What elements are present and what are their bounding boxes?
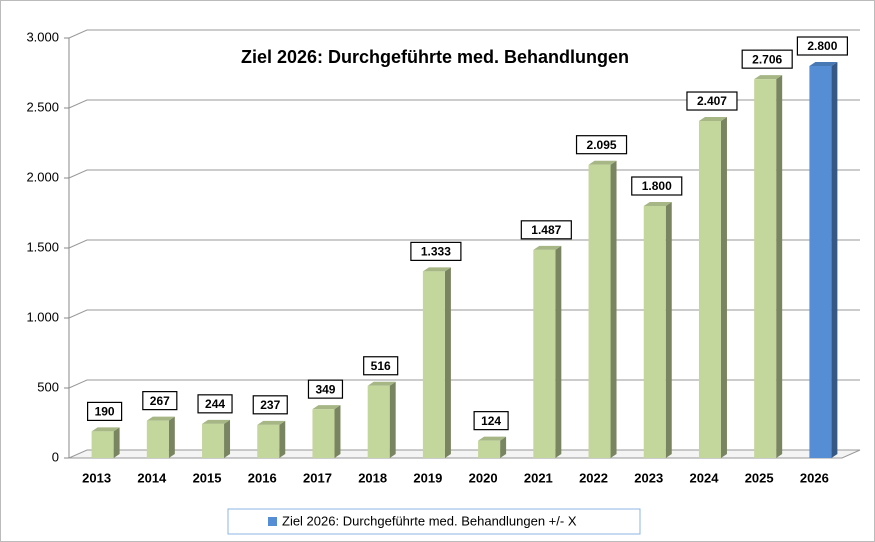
bar-top xyxy=(643,202,672,206)
bar-side xyxy=(389,381,396,458)
legend-box xyxy=(227,508,641,535)
y-tick-label: 3.000 xyxy=(26,29,59,44)
value-label-box xyxy=(197,394,233,414)
legend-swatch xyxy=(268,517,277,526)
bar xyxy=(91,431,114,458)
y-tick-label: 2.000 xyxy=(26,169,59,184)
bar xyxy=(146,420,169,458)
bar xyxy=(809,66,832,458)
bar-top xyxy=(257,420,286,425)
bar xyxy=(478,440,501,458)
bar-top xyxy=(588,160,617,165)
value-label: 516 xyxy=(371,359,391,373)
value-label: 190 xyxy=(95,405,115,419)
value-label: 2.800 xyxy=(807,39,837,53)
bar xyxy=(422,271,445,458)
bar xyxy=(698,121,721,459)
bar xyxy=(257,424,280,458)
value-label: 1.800 xyxy=(642,179,672,193)
value-label-box xyxy=(741,49,793,69)
value-label-box xyxy=(686,91,738,111)
value-label-box xyxy=(520,220,572,240)
bar-top xyxy=(146,416,175,421)
bar-top xyxy=(91,427,120,432)
value-label-box xyxy=(363,356,399,376)
bar-top xyxy=(312,405,341,410)
x-tick-label: 2021 xyxy=(524,470,553,485)
bar-top xyxy=(422,267,451,272)
value-label-box xyxy=(307,379,344,399)
y-tick-label: 500 xyxy=(37,379,59,394)
bar-side xyxy=(444,267,451,458)
value-label: 267 xyxy=(150,394,170,408)
value-label-box xyxy=(142,391,178,411)
bar-side xyxy=(610,160,617,458)
value-label: 2.706 xyxy=(752,52,782,66)
x-tick-label: 2020 xyxy=(469,470,498,485)
bar-top xyxy=(698,117,727,122)
bar-side xyxy=(224,419,231,458)
x-tick-label: 2013 xyxy=(82,470,111,485)
x-tick-label: 2018 xyxy=(358,470,387,485)
value-label: 237 xyxy=(260,398,280,412)
value-label-box xyxy=(631,176,683,196)
grid-line xyxy=(68,29,860,39)
y-tick-label: 2.500 xyxy=(26,99,59,114)
value-label-box xyxy=(252,395,288,415)
bar-side xyxy=(279,420,286,458)
bar-side xyxy=(831,62,838,458)
bar-side xyxy=(500,436,507,458)
bar-top xyxy=(533,245,562,250)
bar xyxy=(367,385,390,458)
value-label: 2.095 xyxy=(587,138,617,152)
bar-side xyxy=(665,202,672,458)
bar-side xyxy=(334,405,341,458)
value-label: 1.487 xyxy=(531,223,561,237)
x-tick-label: 2014 xyxy=(137,470,167,485)
bar-top xyxy=(367,381,396,386)
bar xyxy=(202,423,225,458)
legend-label: Ziel 2026: Durchgeführte med. Behandlung… xyxy=(282,513,577,528)
value-label: 2.407 xyxy=(697,94,727,108)
value-label-box xyxy=(473,411,509,431)
bar-top xyxy=(478,436,507,441)
bar xyxy=(754,79,777,458)
x-tick-label: 2015 xyxy=(193,470,222,485)
x-tick-label: 2026 xyxy=(800,470,829,485)
value-label-box xyxy=(410,241,462,261)
x-tick-label: 2023 xyxy=(634,470,663,485)
value-label: 124 xyxy=(481,414,501,428)
chart-title: Ziel 2026: Durchgeführte med. Behandlung… xyxy=(241,47,629,67)
bar-side xyxy=(776,75,783,458)
bar xyxy=(643,206,666,458)
x-tick-label: 2022 xyxy=(579,470,608,485)
bar-top xyxy=(754,75,783,80)
value-label-box xyxy=(575,135,628,155)
y-tick-label: 1.500 xyxy=(26,239,59,254)
grid-line xyxy=(68,99,860,109)
value-label: 1.333 xyxy=(421,245,451,259)
bar xyxy=(312,409,335,458)
bar-side xyxy=(720,117,727,459)
value-label: 244 xyxy=(205,397,225,411)
x-tick-label: 2017 xyxy=(303,470,332,485)
x-tick-label: 2024 xyxy=(690,470,720,485)
floor xyxy=(68,449,861,459)
bar-top xyxy=(809,62,838,66)
bar-side xyxy=(113,427,120,458)
x-tick-label: 2019 xyxy=(413,470,442,485)
bar xyxy=(588,164,611,458)
bar xyxy=(533,249,556,458)
bar-side xyxy=(555,245,562,458)
value-label: 349 xyxy=(315,382,335,396)
y-tick-label: 0 xyxy=(52,449,59,464)
bar-side xyxy=(168,416,175,458)
value-label-box xyxy=(87,401,123,421)
x-tick-label: 2016 xyxy=(248,470,277,485)
bar-top xyxy=(202,419,231,424)
y-tick-label: 1.000 xyxy=(26,309,59,324)
x-tick-label: 2025 xyxy=(745,470,774,485)
value-label-box xyxy=(796,36,848,56)
